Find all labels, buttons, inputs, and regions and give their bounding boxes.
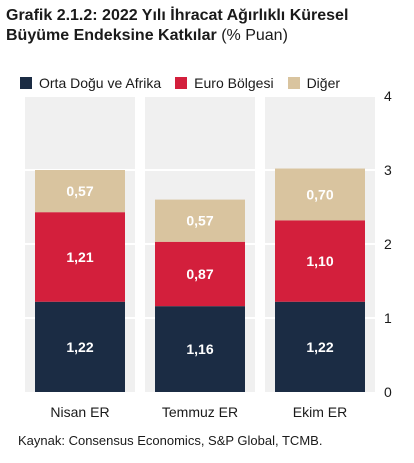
data-label: 1,16	[186, 341, 213, 357]
bar-segment	[155, 306, 245, 392]
data-label: 1,22	[306, 339, 333, 355]
bar-segment	[275, 301, 365, 392]
legend-label-euro: Euro Bölgesi	[194, 75, 274, 91]
data-label: 0,57	[186, 213, 213, 229]
bar-segment	[275, 168, 365, 221]
x-tick-label: Temmuz ER	[161, 404, 239, 420]
data-label: 0,87	[186, 266, 213, 282]
y-tick-label: 0	[384, 384, 392, 400]
legend-label-diger: Diğer	[306, 75, 341, 91]
source-note: Kaynak: Consensus Economics, S&P Global,…	[18, 433, 323, 448]
data-label: 1,10	[306, 253, 333, 269]
bar-segment	[35, 212, 125, 302]
bar-segment	[35, 301, 125, 392]
title-bold-line1: Grafik 2.1.2: 2022 Yılı İhracat Ağırlıkl…	[6, 7, 349, 24]
title-unit: (% Puan)	[216, 27, 288, 44]
legend-swatch-euro	[175, 77, 188, 89]
data-label: 1,21	[66, 249, 93, 265]
y-tick-label: 3	[384, 162, 392, 178]
bar-chart-svg: 1,22 1,21 0,57 1,16 0,87 0,57 1,22 1,10 0,70	[20, 95, 380, 392]
legend-swatch-orta-dogu	[20, 77, 32, 89]
bar-segment	[155, 241, 245, 307]
title-bold-line2: Büyüme Endeksine Katkılar	[6, 27, 217, 44]
data-label: 0,70	[306, 186, 333, 202]
x-tick-label: Nisan ER	[50, 404, 110, 420]
y-tick-label: 2	[384, 236, 392, 252]
legend-item-orta-dogu: Orta Doğu ve Afrika	[20, 75, 161, 91]
bar-segment	[275, 220, 365, 302]
legend-swatch-diger	[287, 77, 300, 89]
legend-item-diger: Diğer	[287, 75, 341, 91]
plot-area: 1,22 1,21 0,57 1,16 0,87 0,57 1,22 1,10 0,70	[20, 95, 380, 392]
legend-item-euro: Euro Bölgesi	[175, 75, 274, 91]
chart-title: Grafik 2.1.2: 2022 Yılı İhracat Ağırlıkl…	[6, 6, 406, 46]
y-tick-label: 1	[384, 310, 392, 326]
bar-segment	[35, 170, 125, 213]
legend: Orta Doğu ve Afrika Euro Bölgesi Diğer	[20, 70, 354, 96]
x-tick-label: Ekim ER	[292, 404, 348, 420]
data-label: 1,22	[66, 339, 93, 355]
y-tick-label: 4	[384, 88, 392, 104]
data-label: 0,57	[66, 183, 93, 199]
bar-segment	[155, 199, 245, 242]
legend-label-orta-dogu: Orta Doğu ve Afrika	[39, 75, 162, 91]
